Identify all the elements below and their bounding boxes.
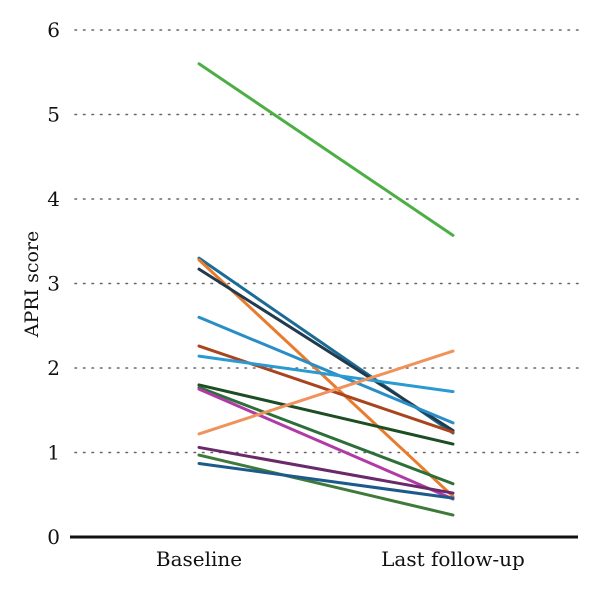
y-tick-label-6: 6 — [47, 18, 60, 42]
series-line-3 — [197, 258, 455, 498]
series-line-5 — [197, 315, 455, 425]
series-line-9 — [197, 385, 455, 486]
series-line-7 — [197, 354, 455, 394]
y-axis-ticks: 0 1 2 3 4 5 6 — [47, 18, 60, 549]
series-lines — [197, 62, 455, 517]
x-tick-label-1: Last follow-up — [381, 547, 525, 571]
series-line-1 — [197, 62, 455, 237]
y-tick-label-3: 3 — [47, 272, 60, 296]
series-line-11 — [197, 349, 455, 436]
y-tick-label-5: 5 — [47, 103, 60, 127]
y-tick-label-0: 0 — [47, 525, 60, 549]
y-tick-label-1: 1 — [47, 441, 60, 465]
series-line-14 — [197, 461, 455, 500]
x-tick-label-0: Baseline — [156, 547, 242, 571]
y-tick-label-2: 2 — [47, 356, 60, 380]
series-line-8 — [197, 383, 455, 446]
series-line-6 — [197, 344, 455, 434]
series-line-12 — [197, 445, 455, 495]
x-axis-ticks: Baseline Last follow-up — [156, 547, 525, 571]
series-line-10 — [197, 387, 455, 501]
y-tick-label-4: 4 — [47, 187, 60, 211]
series-line-13 — [197, 453, 455, 517]
series-line-4 — [197, 267, 455, 433]
y-axis-title: APRI score — [21, 231, 43, 339]
